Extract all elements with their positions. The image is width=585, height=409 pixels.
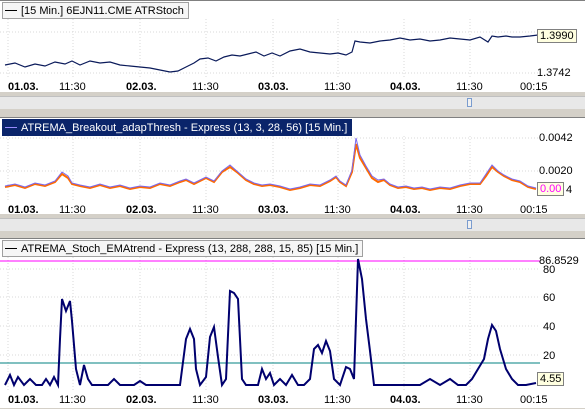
- breakout-chart[interactable]: [0, 118, 585, 215]
- max-value-label: 86.8529: [539, 255, 579, 267]
- pane-title-text: [15 Min.] 6EJN11.CME ATRStoch: [21, 4, 184, 17]
- x-axis-label: 04.03.: [390, 204, 421, 216]
- x-axis-label: 01.03.: [8, 394, 39, 406]
- legend-line-icon: [5, 10, 17, 11]
- breakout-secondary-line: [4, 143, 537, 192]
- y-axis-label: 60: [543, 292, 556, 304]
- y-axis-label: 40: [543, 321, 556, 333]
- horizontal-scrollbar[interactable]: [0, 96, 585, 109]
- x-axis-label: 11:30: [456, 394, 483, 406]
- last-value-badge: 4.55: [537, 372, 565, 386]
- breakout-pane[interactable]: ATREMA_Breakout_adapThresh - Express (13…: [0, 117, 585, 216]
- stoch-line: [4, 258, 537, 389]
- stoch-pane[interactable]: ATREMA_Stoch_EMAtrend - Express (13, 288…: [0, 238, 585, 408]
- x-axis-label: 01.03.: [8, 204, 39, 216]
- y-axis-label-top: 0.0042: [539, 132, 573, 144]
- x-axis-label: 03.03.: [258, 394, 289, 406]
- x-axis-label: 04.03.: [390, 394, 421, 406]
- y-axis-label-mid: 0.0020: [539, 165, 573, 177]
- y-axis-label-bottom: 1.3742: [537, 67, 571, 79]
- pane-title-text: ATREMA_Breakout_adapThresh - Express (13…: [21, 121, 348, 134]
- x-axis-label: 11:30: [192, 204, 219, 216]
- x-axis-label: 03.03.: [258, 204, 289, 216]
- last-value-badge: 1.3990: [537, 29, 577, 43]
- x-axis-label: 03.03.: [258, 81, 289, 93]
- y-axis-label-cut: 4: [566, 184, 573, 196]
- x-axis-label: 11:30: [456, 81, 483, 93]
- x-axis-label: 02.03.: [126, 81, 157, 93]
- x-axis-label: 11:30: [456, 204, 483, 216]
- x-axis-label: 00:15: [520, 204, 548, 216]
- legend-line-icon: [5, 248, 17, 249]
- x-axis-label: 11:30: [324, 204, 351, 216]
- pane-title[interactable]: [15 Min.] 6EJN11.CME ATRStoch: [2, 2, 189, 19]
- pane-title-text: ATREMA_Stoch_EMAtrend - Express (13, 288…: [21, 242, 359, 255]
- x-axis-label: 02.03.: [126, 204, 157, 216]
- x-axis-label: 11:30: [324, 394, 351, 406]
- x-axis-label: 00:15: [520, 394, 548, 406]
- pane-title[interactable]: ATREMA_Breakout_adapThresh - Express (13…: [2, 119, 353, 136]
- price-chart[interactable]: [0, 1, 585, 93]
- scrollbar-thumb[interactable]: [467, 98, 472, 107]
- legend-line-icon: [5, 127, 17, 128]
- stoch-chart[interactable]: [0, 239, 585, 409]
- x-axis-label: 04.03.: [390, 81, 421, 93]
- x-axis-label: 00:15: [520, 81, 548, 93]
- x-axis-label: 11:30: [59, 394, 86, 406]
- x-axis-label: 11:30: [192, 394, 219, 406]
- x-axis-label: 11:30: [192, 81, 219, 93]
- pane-title[interactable]: ATREMA_Stoch_EMAtrend - Express (13, 288…: [2, 240, 364, 257]
- x-axis-label: 11:30: [324, 81, 351, 93]
- x-axis-label: 01.03.: [8, 81, 39, 93]
- y-axis-label: 80: [543, 264, 556, 276]
- x-axis-label: 11:30: [59, 81, 86, 93]
- y-axis-label: 20: [543, 350, 556, 362]
- last-value-badge: 0.00: [537, 182, 565, 196]
- scrollbar-thumb[interactable]: [467, 220, 472, 229]
- price-line: [4, 34, 539, 73]
- price-pane[interactable]: [15 Min.] 6EJN11.CME ATRStoch 1.3990 1.3…: [0, 0, 585, 93]
- horizontal-scrollbar[interactable]: [0, 218, 585, 231]
- breakout-primary-line: [4, 137, 537, 190]
- x-axis-label: 11:30: [59, 204, 86, 216]
- x-axis-label: 02.03.: [126, 394, 157, 406]
